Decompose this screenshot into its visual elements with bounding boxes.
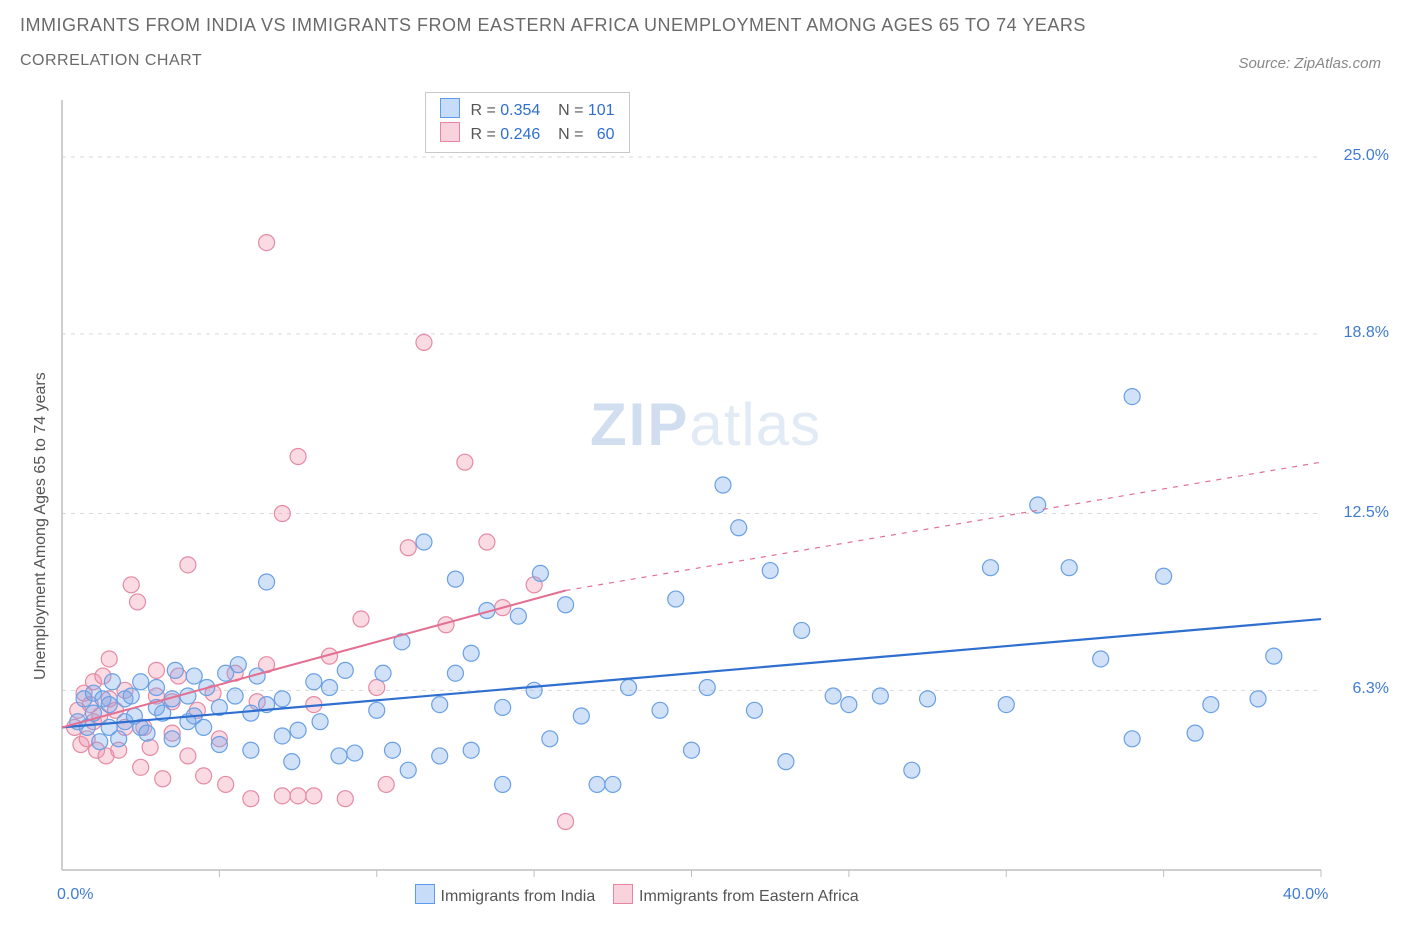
r-label-2: R = [470, 126, 495, 143]
n-label: N = [558, 102, 583, 119]
y-axis-label: Unemployment Among Ages 65 to 74 years [32, 372, 50, 680]
scatter-plot-svg [20, 90, 1391, 915]
stat-row-eafrica: R = 0.246 N = 60 [440, 122, 615, 146]
n-value-india: 101 [588, 102, 615, 119]
legend-label-india: Immigrants from India [441, 888, 596, 905]
y-tick-label: 12.5% [1329, 504, 1389, 522]
x-tick-min: 0.0% [57, 886, 93, 904]
chart-area: ZIPatlas Unemployment Among Ages 65 to 7… [20, 90, 1391, 915]
r-value-india: 0.354 [500, 102, 540, 119]
stat-row-india: R = 0.354 N = 101 [440, 98, 615, 122]
r-label: R = [470, 102, 495, 119]
r-value-eafrica: 0.246 [500, 126, 540, 143]
y-tick-label: 18.8% [1329, 324, 1389, 342]
x-tick-max: 40.0% [1283, 886, 1328, 904]
swatch-pink-icon [440, 122, 460, 142]
legend-swatch-eafrica-icon [613, 884, 633, 904]
chart-title-line2: CORRELATION CHART [20, 52, 1386, 70]
source-attribution: Source: ZipAtlas.com [1238, 55, 1381, 72]
swatch-blue-icon [440, 98, 460, 118]
n-value-eafrica: 60 [597, 126, 615, 143]
correlation-stat-box: R = 0.354 N = 101 R = 0.246 N = 60 [425, 92, 630, 153]
n-label-2: N = [558, 126, 583, 143]
chart-title-line1: IMMIGRANTS FROM INDIA VS IMMIGRANTS FROM… [20, 15, 1386, 36]
y-tick-label: 25.0% [1329, 147, 1389, 165]
legend-bottom: Immigrants from India Immigrants from Ea… [415, 884, 859, 906]
y-tick-label: 6.3% [1329, 680, 1389, 698]
legend-label-eafrica: Immigrants from Eastern Africa [639, 888, 859, 905]
legend-swatch-india-icon [415, 884, 435, 904]
